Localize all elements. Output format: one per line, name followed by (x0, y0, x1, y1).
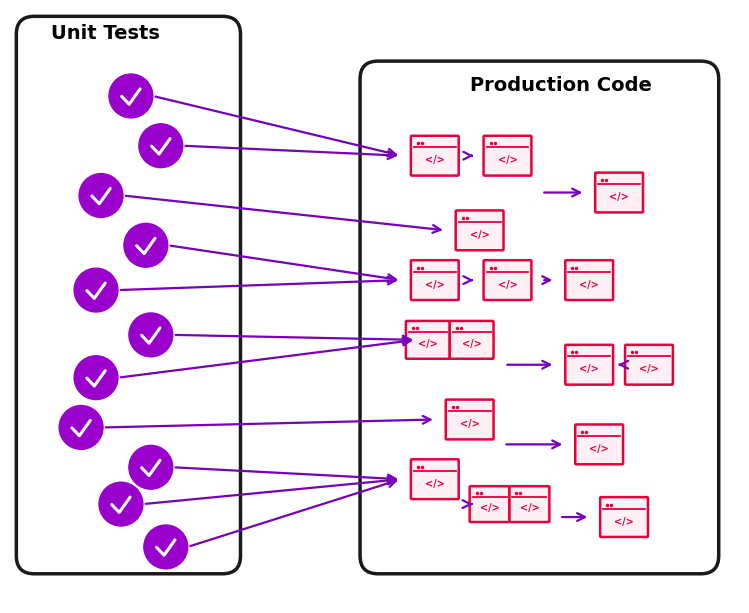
Text: </>: </> (520, 503, 539, 513)
Text: </>: </> (497, 155, 518, 166)
FancyBboxPatch shape (406, 321, 449, 359)
FancyBboxPatch shape (600, 497, 648, 537)
Text: Production Code: Production Code (470, 76, 652, 95)
FancyBboxPatch shape (565, 345, 613, 384)
Circle shape (59, 406, 103, 449)
FancyBboxPatch shape (411, 260, 458, 300)
FancyBboxPatch shape (411, 459, 458, 499)
Text: </>: </> (479, 503, 500, 513)
FancyBboxPatch shape (16, 17, 240, 574)
Text: </>: </> (579, 280, 599, 290)
Text: </>: </> (425, 280, 445, 290)
FancyBboxPatch shape (360, 61, 719, 574)
Text: </>: </> (462, 339, 482, 349)
Circle shape (74, 268, 118, 312)
FancyBboxPatch shape (565, 260, 613, 300)
Text: </>: </> (639, 364, 659, 375)
Circle shape (79, 173, 123, 218)
Circle shape (124, 223, 168, 267)
Text: </>: </> (497, 280, 518, 290)
Text: </>: </> (614, 517, 634, 527)
Text: </>: </> (589, 444, 609, 454)
Text: </>: </> (418, 339, 437, 349)
FancyBboxPatch shape (625, 345, 673, 384)
Text: </>: </> (460, 419, 479, 429)
Text: </>: </> (609, 192, 629, 202)
Circle shape (99, 482, 143, 526)
Text: Unit Tests: Unit Tests (51, 25, 160, 44)
Text: </>: </> (425, 155, 445, 166)
FancyBboxPatch shape (509, 486, 549, 522)
FancyBboxPatch shape (449, 321, 494, 359)
Text: </>: </> (425, 479, 445, 489)
Text: </>: </> (470, 230, 490, 240)
Circle shape (74, 356, 118, 400)
Text: </>: </> (579, 364, 599, 375)
Circle shape (129, 313, 173, 357)
Circle shape (139, 124, 183, 167)
Circle shape (144, 525, 188, 569)
FancyBboxPatch shape (470, 486, 509, 522)
FancyBboxPatch shape (484, 135, 532, 175)
Circle shape (129, 446, 173, 489)
FancyBboxPatch shape (455, 210, 503, 250)
FancyBboxPatch shape (411, 135, 458, 175)
Circle shape (109, 74, 153, 118)
FancyBboxPatch shape (575, 424, 623, 464)
FancyBboxPatch shape (595, 173, 643, 213)
FancyBboxPatch shape (484, 260, 532, 300)
FancyBboxPatch shape (446, 400, 494, 440)
